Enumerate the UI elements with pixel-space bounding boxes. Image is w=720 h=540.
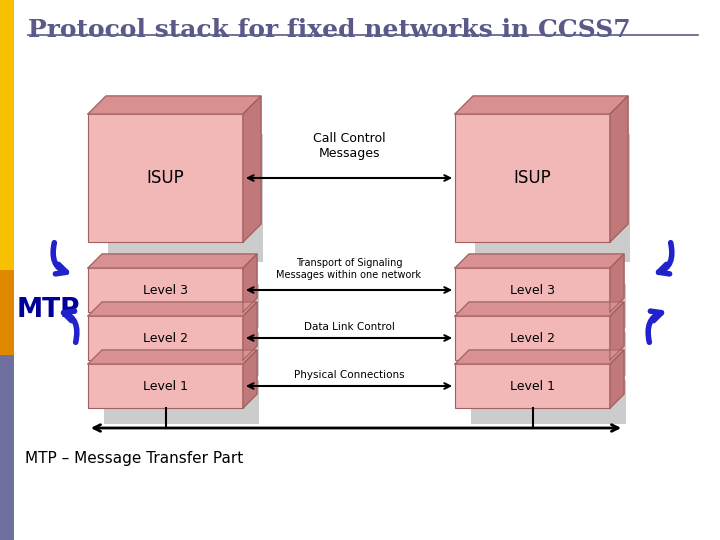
Polygon shape bbox=[455, 96, 628, 114]
Bar bbox=[455, 364, 610, 408]
Polygon shape bbox=[455, 254, 624, 268]
Text: Level 2: Level 2 bbox=[510, 332, 555, 345]
Text: Level 1: Level 1 bbox=[143, 380, 188, 393]
Text: ISUP: ISUP bbox=[513, 169, 552, 187]
Polygon shape bbox=[243, 350, 257, 408]
Bar bbox=[88, 268, 243, 312]
Text: Transport of Signaling
Messages within one network: Transport of Signaling Messages within o… bbox=[276, 259, 421, 280]
Polygon shape bbox=[610, 254, 624, 312]
Bar bbox=[455, 114, 610, 242]
Bar bbox=[471, 380, 626, 424]
Bar bbox=[0, 0, 14, 270]
Text: MTP: MTP bbox=[17, 297, 80, 323]
Text: Level 3: Level 3 bbox=[510, 284, 555, 296]
Text: Call Control
Messages: Call Control Messages bbox=[312, 132, 385, 160]
Polygon shape bbox=[455, 350, 624, 364]
Bar bbox=[104, 332, 259, 376]
Bar bbox=[88, 364, 243, 408]
Bar bbox=[0, 355, 14, 540]
Text: Level 2: Level 2 bbox=[143, 332, 188, 345]
Text: Physical Connections: Physical Connections bbox=[294, 370, 405, 380]
Bar bbox=[475, 134, 630, 262]
Bar bbox=[104, 284, 259, 328]
Polygon shape bbox=[243, 254, 257, 312]
Bar bbox=[104, 380, 259, 424]
Text: MTP – Message Transfer Part: MTP – Message Transfer Part bbox=[25, 450, 243, 465]
Bar bbox=[455, 316, 610, 360]
Bar bbox=[88, 316, 243, 360]
Polygon shape bbox=[88, 350, 257, 364]
Polygon shape bbox=[88, 302, 257, 316]
Bar bbox=[471, 284, 626, 328]
Bar bbox=[108, 134, 263, 262]
Polygon shape bbox=[88, 96, 261, 114]
Text: ISUP: ISUP bbox=[147, 169, 184, 187]
Polygon shape bbox=[88, 254, 257, 268]
Text: Level 1: Level 1 bbox=[510, 380, 555, 393]
Polygon shape bbox=[243, 302, 257, 360]
Polygon shape bbox=[610, 302, 624, 360]
Polygon shape bbox=[610, 96, 628, 242]
Text: Protocol stack for fixed networks in CCSS7: Protocol stack for fixed networks in CCS… bbox=[28, 18, 631, 42]
Bar bbox=[455, 268, 610, 312]
Text: Data Link Control: Data Link Control bbox=[304, 322, 395, 332]
Bar bbox=[471, 332, 626, 376]
Polygon shape bbox=[610, 350, 624, 408]
Polygon shape bbox=[455, 302, 624, 316]
Bar bbox=[0, 270, 14, 355]
Bar bbox=[88, 114, 243, 242]
Polygon shape bbox=[243, 96, 261, 242]
Text: Level 3: Level 3 bbox=[143, 284, 188, 296]
